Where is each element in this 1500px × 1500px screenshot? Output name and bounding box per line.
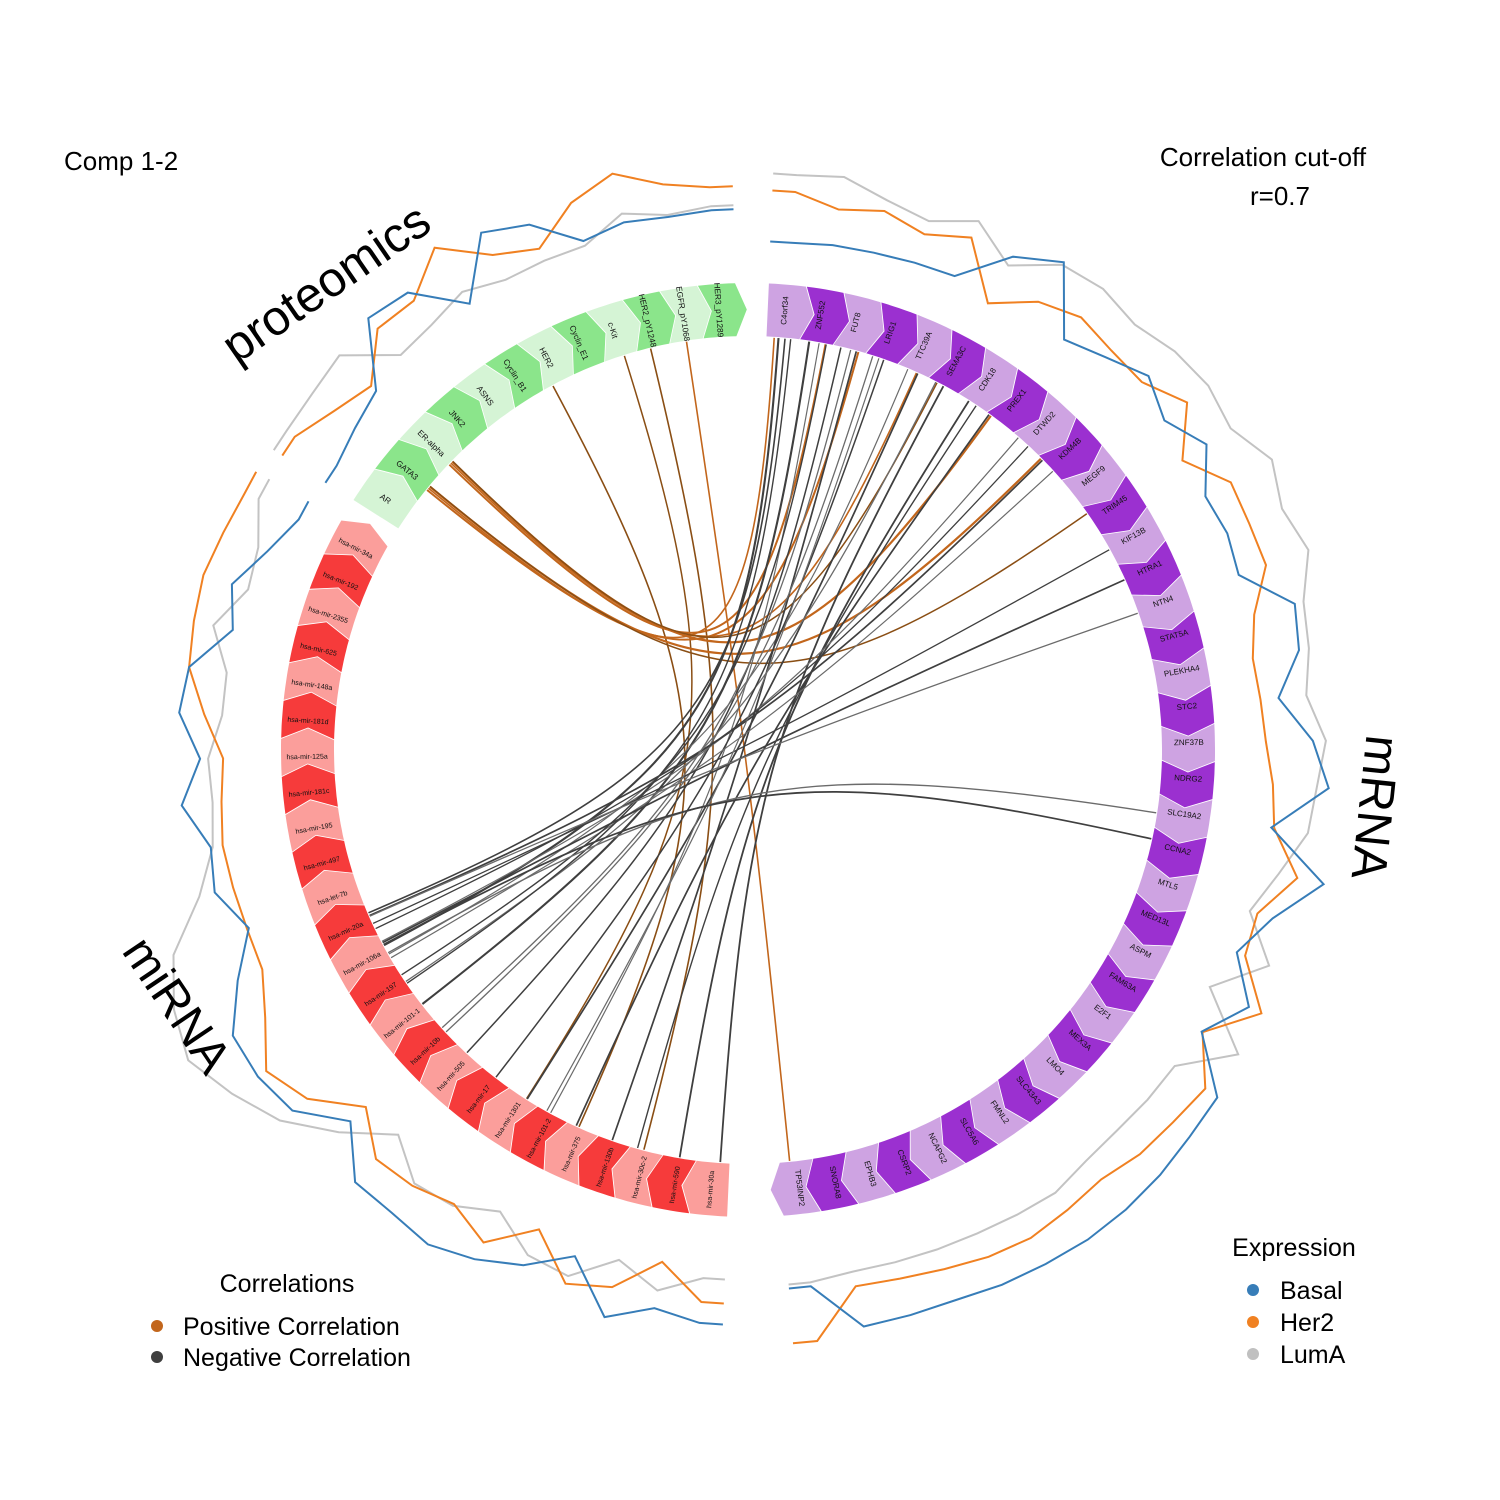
svg-text:Expression: Expression (1232, 1234, 1356, 1262)
svg-text:TP53INP2: TP53INP2 (793, 1169, 806, 1207)
svg-text:Comp 1-2: Comp 1-2 (64, 146, 178, 176)
svg-text:hsa-mir-181d: hsa-mir-181d (287, 717, 329, 727)
svg-text:r=0.7: r=0.7 (1250, 181, 1310, 211)
svg-text:Correlation cut-off: Correlation cut-off (1160, 142, 1367, 172)
svg-text:Positive Correlation: Positive Correlation (183, 1313, 400, 1341)
svg-text:Basal: Basal (1280, 1277, 1343, 1305)
svg-text:ZNF37B: ZNF37B (1174, 738, 1204, 747)
svg-text:STC2: STC2 (1176, 701, 1198, 712)
svg-text:C4orf34: C4orf34 (779, 295, 790, 325)
svg-text:Correlations: Correlations (220, 1270, 355, 1298)
svg-text:hsa-mir-30a: hsa-mir-30a (706, 1170, 716, 1208)
svg-text:NDRG2: NDRG2 (1174, 773, 1203, 784)
svg-text:hsa-mir-125a: hsa-mir-125a (286, 754, 327, 762)
svg-text:LumA: LumA (1280, 1341, 1346, 1369)
svg-text:hsa-mir-181c: hsa-mir-181c (288, 788, 330, 799)
svg-text:Her2: Her2 (1280, 1309, 1334, 1337)
svg-text:HER3_pY1289: HER3_pY1289 (712, 282, 725, 338)
svg-text:Negative Correlation: Negative Correlation (183, 1344, 411, 1372)
